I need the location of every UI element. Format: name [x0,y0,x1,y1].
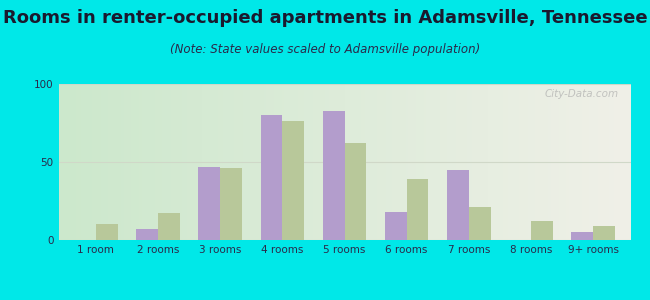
Bar [136,229,158,240]
Bar [96,224,118,240]
Bar [323,110,345,240]
Bar [407,179,428,240]
Bar [261,115,282,240]
Bar [531,221,552,240]
Bar [282,122,304,240]
Bar [158,214,180,240]
Bar [447,170,469,240]
Text: (Note: State values scaled to Adamsville population): (Note: State values scaled to Adamsville… [170,44,480,56]
Bar [469,207,491,240]
Bar [344,143,366,240]
Bar [198,167,220,240]
Text: City-Data.com: City-Data.com [545,89,619,99]
Bar [593,226,615,240]
Bar [571,232,593,240]
Bar [385,212,407,240]
Text: Rooms in renter-occupied apartments in Adamsville, Tennessee: Rooms in renter-occupied apartments in A… [3,9,647,27]
Bar [220,168,242,240]
